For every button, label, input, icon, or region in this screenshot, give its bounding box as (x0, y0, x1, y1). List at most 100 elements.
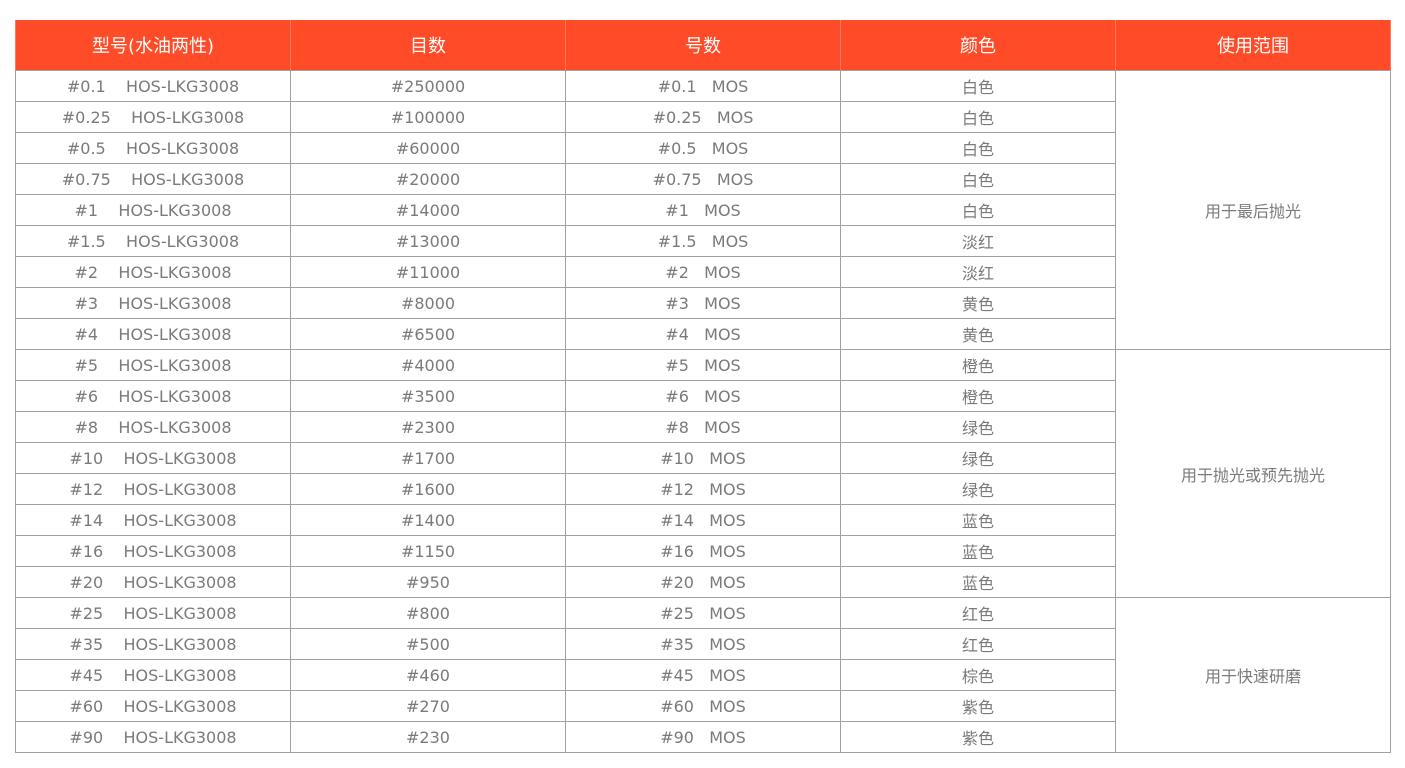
mesh-cell: #20000 (290, 163, 566, 195)
color-cell: 绿色 (840, 411, 1116, 443)
mesh-cell: #4000 (290, 349, 566, 381)
table-row: #12 HOS-LKG3008 #1600 #12 MOS 绿色 (15, 473, 1391, 505)
table-body: #0.1 HOS-LKG3008 #250000 #0.1 MOS 白色 用于最后抛光 #… (15, 70, 1391, 753)
grade-cell: #45 MOS (565, 659, 841, 691)
model-cell: #8 HOS-LKG3008 (15, 411, 291, 443)
color-cell: 红色 (840, 597, 1116, 629)
table-row: #16 HOS-LKG3008 #1150 #16 MOS 蓝色 (15, 535, 1391, 567)
mesh-cell: #13000 (290, 225, 566, 257)
grade-cell: #60 MOS (565, 690, 841, 722)
table-row: #1 HOS-LKG3008 #14000 #1 MOS 白色 (15, 194, 1391, 226)
table-row: #25 HOS-LKG3008 #800 #25 MOS 红色 用于快速研磨 (15, 597, 1391, 753)
mesh-cell: #60000 (290, 132, 566, 164)
color-cell: 白色 (840, 132, 1116, 164)
scope-cell: 用于抛光或预先抛光 (1115, 349, 1391, 598)
color-cell: 红色 (840, 628, 1116, 660)
mesh-cell: #3500 (290, 380, 566, 412)
color-cell: 棕色 (840, 659, 1116, 691)
mesh-cell: #950 (290, 566, 566, 598)
color-cell: 白色 (840, 70, 1116, 102)
grade-cell: #12 MOS (565, 473, 841, 505)
grade-cell: #1.5 MOS (565, 225, 841, 257)
color-cell: 淡红 (840, 256, 1116, 288)
grade-cell: #0.5 MOS (565, 132, 841, 164)
header-scope: 使用范围 (1115, 20, 1391, 71)
grade-cell: #3 MOS (565, 287, 841, 319)
model-cell: #14 HOS-LKG3008 (15, 504, 291, 536)
mesh-cell: #230 (290, 721, 566, 753)
grade-cell: #2 MOS (565, 256, 841, 288)
grade-cell: #10 MOS (565, 442, 841, 474)
table-row: #14 HOS-LKG3008 #1400 #14 MOS 蓝色 (15, 504, 1391, 536)
mesh-cell: #1400 (290, 504, 566, 536)
model-cell: #25 HOS-LKG3008 (15, 597, 291, 629)
color-cell: 蓝色 (840, 535, 1116, 567)
scope-cell: 用于最后抛光 (1115, 70, 1391, 350)
color-cell: 绿色 (840, 473, 1116, 505)
mesh-cell: #14000 (290, 194, 566, 226)
grade-cell: #25 MOS (565, 597, 841, 629)
mesh-cell: #800 (290, 597, 566, 629)
mesh-cell: #2300 (290, 411, 566, 443)
mesh-cell: #100000 (290, 101, 566, 133)
table-row: #0.5 HOS-LKG3008 #60000 #0.5 MOS 白色 (15, 132, 1391, 164)
color-cell: 白色 (840, 101, 1116, 133)
grade-cell: #20 MOS (565, 566, 841, 598)
model-cell: #90 HOS-LKG3008 (15, 721, 291, 753)
model-cell: #16 HOS-LKG3008 (15, 535, 291, 567)
color-cell: 蓝色 (840, 566, 1116, 598)
grade-cell: #5 MOS (565, 349, 841, 381)
color-cell: 白色 (840, 163, 1116, 195)
table-row: #0.25 HOS-LKG3008 #100000 #0.25 MOS 白色 (15, 101, 1391, 133)
header-color: 颜色 (840, 20, 1116, 71)
mesh-cell: #8000 (290, 287, 566, 319)
color-cell: 紫色 (840, 690, 1116, 722)
color-cell: 黄色 (840, 318, 1116, 350)
model-cell: #1.5 HOS-LKG3008 (15, 225, 291, 257)
product-spec-table: 型号(水油两性) 目数 号数 颜色 使用范围 #0.1 HOS-LKG3008 #… (15, 20, 1391, 753)
table-row: #0.1 HOS-LKG3008 #250000 #0.1 MOS 白色 用于最后抛光 (15, 70, 1391, 350)
color-cell: 橙色 (840, 349, 1116, 381)
mesh-cell: #1700 (290, 442, 566, 474)
color-cell: 橙色 (840, 380, 1116, 412)
color-cell: 紫色 (840, 721, 1116, 753)
model-cell: #5 HOS-LKG3008 (15, 349, 291, 381)
table-row: #10 HOS-LKG3008 #1700 #10 MOS 绿色 (15, 442, 1391, 474)
color-cell: 绿色 (840, 442, 1116, 474)
mesh-cell: #1150 (290, 535, 566, 567)
table-row: #0.75 HOS-LKG3008 #20000 #0.75 MOS 白色 (15, 163, 1391, 195)
grade-cell: #35 MOS (565, 628, 841, 660)
header-row: 型号(水油两性) 目数 号数 颜色 使用范围 (15, 20, 1391, 71)
model-cell: #0.25 HOS-LKG3008 (15, 101, 291, 133)
grade-cell: #0.75 MOS (565, 163, 841, 195)
mesh-cell: #250000 (290, 70, 566, 102)
model-cell: #60 HOS-LKG3008 (15, 690, 291, 722)
grade-cell: #16 MOS (565, 535, 841, 567)
color-cell: 淡红 (840, 225, 1116, 257)
model-cell: #3 HOS-LKG3008 (15, 287, 291, 319)
header-grade: 号数 (565, 20, 841, 71)
mesh-cell: #1600 (290, 473, 566, 505)
mesh-cell: #6500 (290, 318, 566, 350)
mesh-cell: #500 (290, 628, 566, 660)
model-cell: #10 HOS-LKG3008 (15, 442, 291, 474)
color-cell: 白色 (840, 194, 1116, 226)
table-row: #6 HOS-LKG3008 #3500 #6 MOS 橙色 (15, 380, 1391, 412)
grade-cell: #6 MOS (565, 380, 841, 412)
model-cell: #0.75 HOS-LKG3008 (15, 163, 291, 195)
color-cell: 蓝色 (840, 504, 1116, 536)
grade-cell: #1 MOS (565, 194, 841, 226)
table-row: #2 HOS-LKG3008 #11000 #2 MOS 淡红 (15, 256, 1391, 288)
model-cell: #4 HOS-LKG3008 (15, 318, 291, 350)
mesh-cell: #11000 (290, 256, 566, 288)
grade-cell: #0.25 MOS (565, 101, 841, 133)
table-row: #3 HOS-LKG3008 #8000 #3 MOS 黄色 (15, 287, 1391, 319)
color-cell: 黄色 (840, 287, 1116, 319)
model-cell: #12 HOS-LKG3008 (15, 473, 291, 505)
table-row: #45 HOS-LKG3008 #460 #45 MOS 棕色 (15, 659, 1391, 691)
model-cell: #20 HOS-LKG3008 (15, 566, 291, 598)
table-row: #8 HOS-LKG3008 #2300 #8 MOS 绿色 (15, 411, 1391, 443)
mesh-cell: #460 (290, 659, 566, 691)
model-cell: #2 HOS-LKG3008 (15, 256, 291, 288)
mesh-cell: #270 (290, 690, 566, 722)
